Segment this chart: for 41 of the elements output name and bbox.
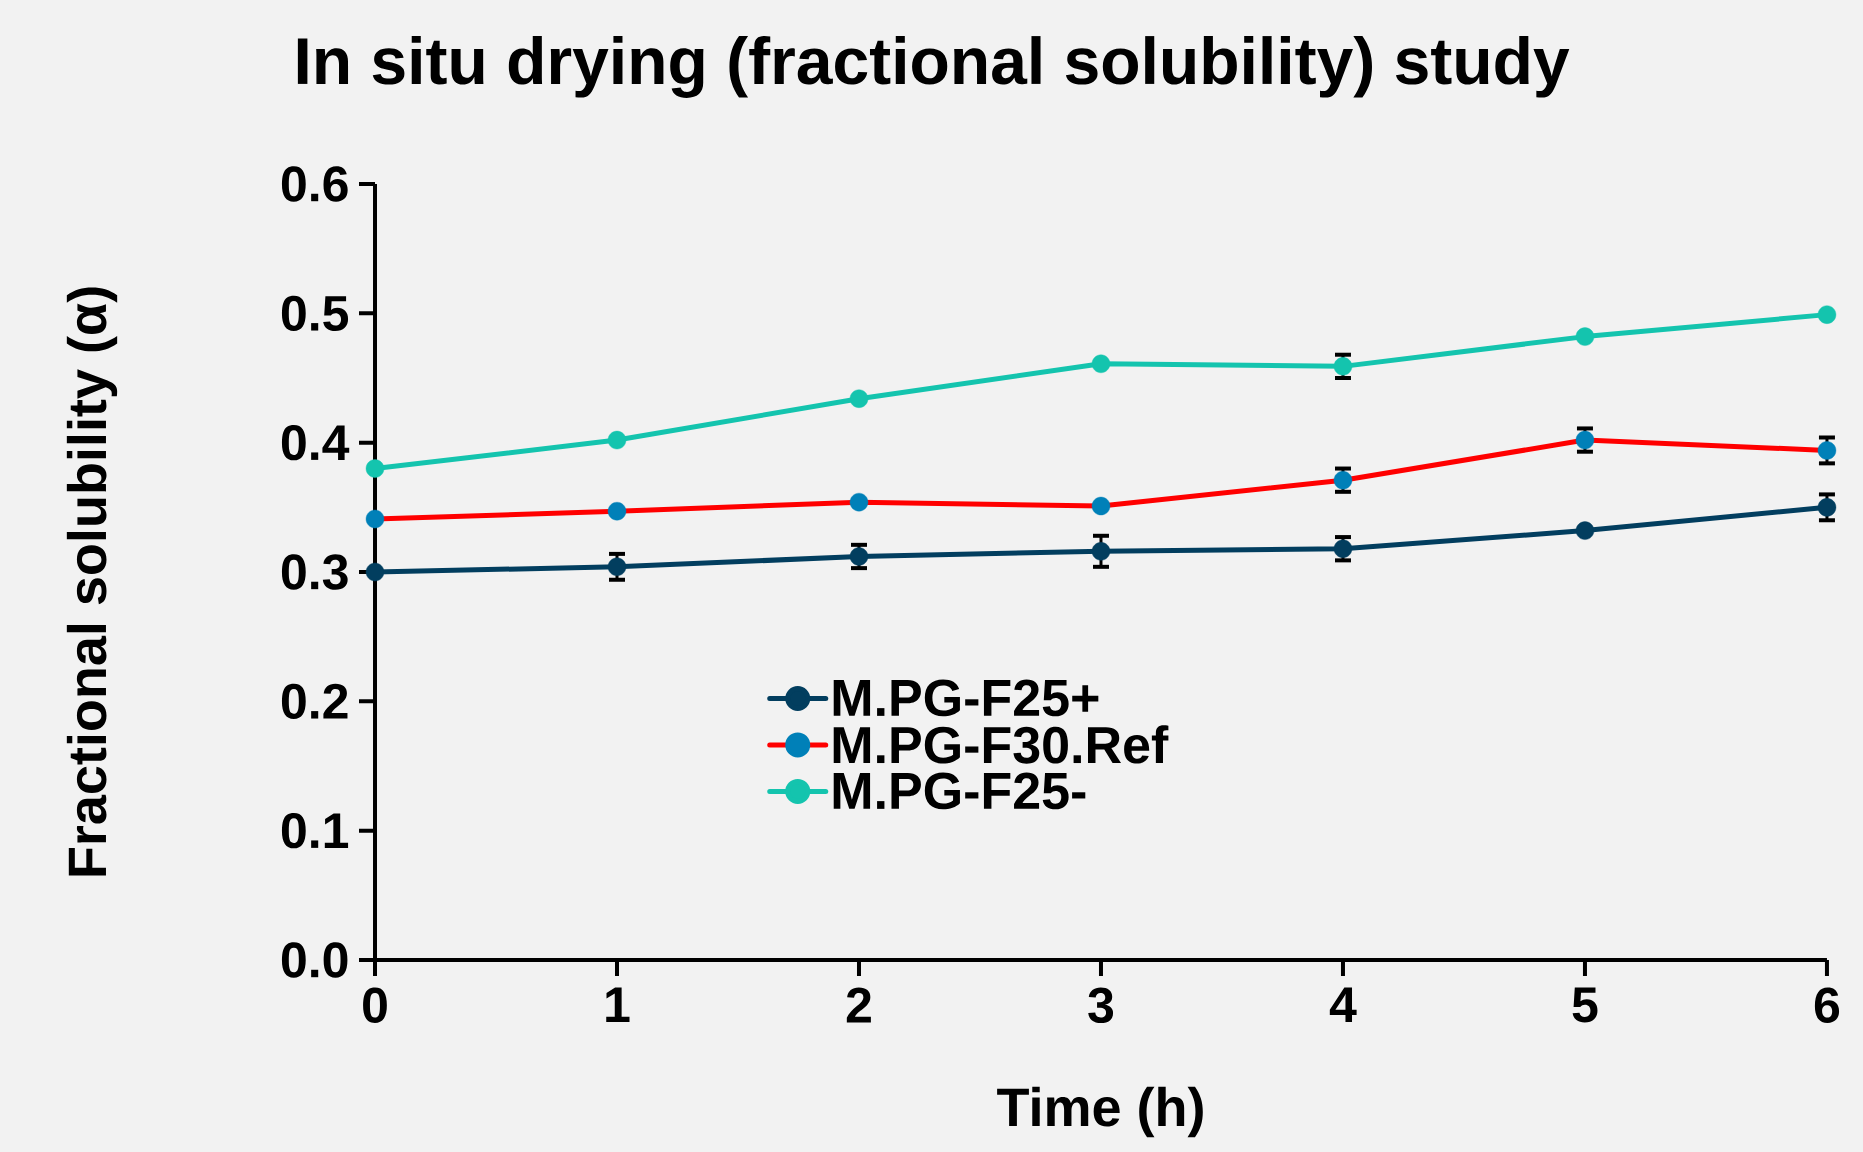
point — [365, 509, 385, 529]
x-tick-label: 2 — [846, 987, 871, 1023]
y-tick-label: 0.5 — [281, 295, 349, 332]
point — [1091, 542, 1111, 561]
y-tick-label: 0.3 — [281, 554, 348, 590]
y-tick-label: 0.6 — [281, 166, 348, 202]
point — [1817, 498, 1837, 517]
point — [365, 459, 385, 478]
y-tick-label: 0.2 — [281, 683, 348, 720]
x-tick-label: 1 — [606, 987, 630, 1022]
y-tick-label: 0.4 — [281, 424, 350, 461]
x-tick-label: 5 — [1572, 987, 1598, 1023]
y-tick-label: 0.1 — [281, 812, 349, 849]
point — [1817, 305, 1837, 324]
point — [1091, 496, 1111, 516]
point — [1575, 521, 1595, 540]
point — [607, 430, 627, 450]
legend-label: M.PG-F30.Ref — [833, 725, 1169, 764]
point — [1575, 430, 1595, 450]
legend-label: M.PG-F25- — [833, 772, 1086, 810]
y-tick-label: 0.0 — [281, 942, 348, 978]
point — [849, 389, 869, 408]
point — [849, 547, 869, 566]
point — [1817, 441, 1837, 460]
point — [607, 557, 627, 577]
x-tick-label: 4 — [1329, 987, 1357, 1022]
x-axis-title: Time (h) — [997, 1086, 1203, 1138]
point — [1091, 354, 1111, 373]
point — [849, 492, 869, 512]
y-axis-title: Fractional solubility (α) — [66, 287, 118, 876]
x-tick-label: 0 — [363, 987, 387, 1023]
point — [365, 562, 385, 582]
point — [1575, 327, 1595, 346]
point — [1333, 539, 1353, 558]
chart-title: In situ drying (fractional solubility) study — [297, 36, 1570, 98]
x-tick-label: 6 — [1814, 987, 1840, 1023]
point — [607, 502, 627, 521]
point — [1333, 470, 1353, 490]
legend-label: M.PG-F25+ — [833, 679, 1099, 717]
point — [1333, 357, 1353, 376]
x-tick-label: 3 — [1088, 987, 1114, 1024]
